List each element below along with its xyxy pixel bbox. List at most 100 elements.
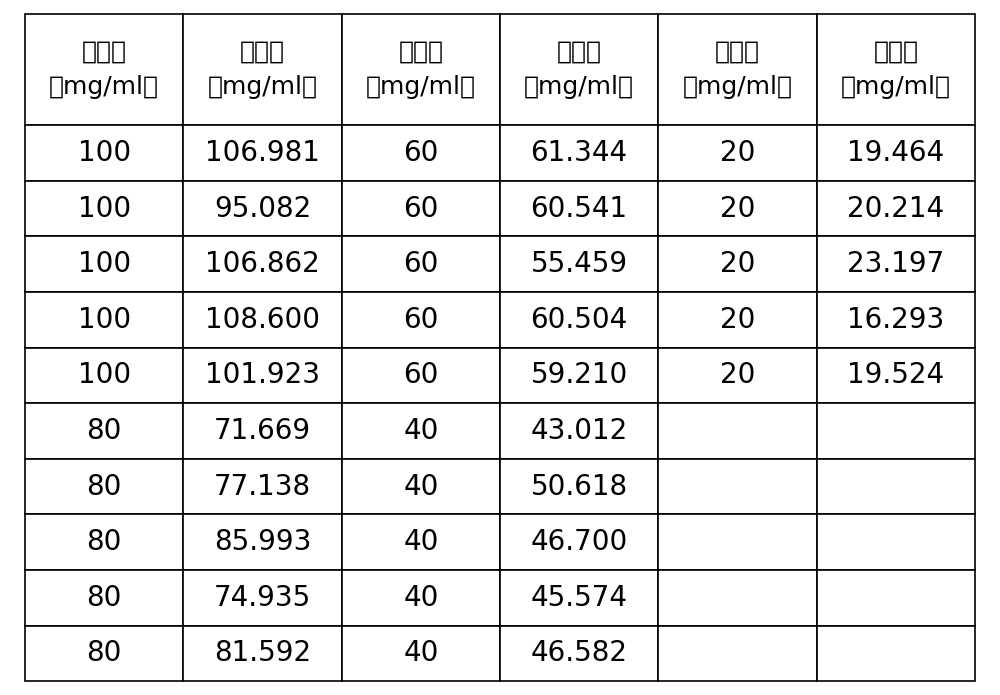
Bar (817, 459, 975, 514)
Bar (183, 14, 342, 125)
Bar (183, 570, 342, 626)
Text: 预测值
（mg/ml）: 预测值 （mg/ml） (524, 40, 634, 99)
Bar (658, 348, 817, 403)
Bar (183, 181, 342, 236)
Bar (500, 459, 658, 514)
Text: 20: 20 (720, 139, 755, 167)
Bar (500, 236, 658, 292)
Bar (342, 514, 500, 570)
Text: 40: 40 (403, 584, 439, 612)
Bar (342, 181, 500, 236)
Bar (500, 403, 658, 459)
Bar (342, 459, 500, 514)
Bar (817, 125, 975, 181)
Bar (342, 626, 500, 681)
Bar (342, 125, 500, 181)
Bar (658, 570, 817, 626)
Text: 40: 40 (403, 639, 439, 667)
Text: 95.082: 95.082 (214, 195, 311, 222)
Bar (658, 125, 817, 181)
Bar (342, 570, 500, 626)
Text: 46.582: 46.582 (531, 639, 628, 667)
Text: 74.935: 74.935 (214, 584, 311, 612)
Bar (658, 14, 817, 125)
Text: 55.459: 55.459 (531, 250, 628, 278)
Bar (25, 403, 183, 459)
Text: 真实值
（mg/ml）: 真实值 （mg/ml） (366, 40, 476, 99)
Text: 80: 80 (86, 528, 122, 556)
Text: 60: 60 (403, 139, 439, 167)
Text: 106.981: 106.981 (205, 139, 320, 167)
Text: 60.541: 60.541 (531, 195, 628, 222)
Bar (500, 125, 658, 181)
Bar (25, 181, 183, 236)
Text: 60: 60 (403, 250, 439, 278)
Bar (500, 626, 658, 681)
Bar (25, 236, 183, 292)
Text: 61.344: 61.344 (531, 139, 628, 167)
Bar (183, 125, 342, 181)
Text: 真实值
（mg/ml）: 真实值 （mg/ml） (49, 40, 159, 99)
Bar (183, 292, 342, 348)
Text: 预测值
（mg/ml）: 预测值 （mg/ml） (207, 40, 317, 99)
Bar (817, 181, 975, 236)
Bar (25, 348, 183, 403)
Bar (342, 14, 500, 125)
Text: 真实值
（mg/ml）: 真实值 （mg/ml） (682, 40, 792, 99)
Bar (342, 403, 500, 459)
Bar (183, 403, 342, 459)
Bar (817, 403, 975, 459)
Bar (183, 514, 342, 570)
Text: 100: 100 (78, 361, 131, 389)
Text: 108.600: 108.600 (205, 306, 320, 334)
Bar (658, 514, 817, 570)
Text: 100: 100 (78, 195, 131, 222)
Bar (500, 570, 658, 626)
Text: 预测值
（mg/ml）: 预测值 （mg/ml） (841, 40, 951, 99)
Bar (500, 181, 658, 236)
Text: 20: 20 (720, 195, 755, 222)
Text: 19.524: 19.524 (847, 361, 944, 389)
Text: 80: 80 (86, 473, 122, 500)
Text: 40: 40 (403, 528, 439, 556)
Bar (817, 626, 975, 681)
Bar (658, 626, 817, 681)
Bar (183, 348, 342, 403)
Bar (817, 14, 975, 125)
Bar (25, 514, 183, 570)
Text: 101.923: 101.923 (205, 361, 320, 389)
Bar (817, 236, 975, 292)
Bar (500, 14, 658, 125)
Text: 40: 40 (403, 417, 439, 445)
Text: 100: 100 (78, 139, 131, 167)
Bar (342, 236, 500, 292)
Text: 81.592: 81.592 (214, 639, 311, 667)
Bar (658, 181, 817, 236)
Text: 80: 80 (86, 417, 122, 445)
Text: 23.197: 23.197 (847, 250, 944, 278)
Text: 100: 100 (78, 250, 131, 278)
Bar (342, 348, 500, 403)
Bar (342, 292, 500, 348)
Text: 20: 20 (720, 361, 755, 389)
Text: 59.210: 59.210 (531, 361, 628, 389)
Text: 46.700: 46.700 (531, 528, 628, 556)
Bar (25, 125, 183, 181)
Text: 80: 80 (86, 584, 122, 612)
Text: 85.993: 85.993 (214, 528, 311, 556)
Text: 20: 20 (720, 306, 755, 334)
Bar (500, 292, 658, 348)
Text: 16.293: 16.293 (847, 306, 944, 334)
Bar (658, 403, 817, 459)
Text: 80: 80 (86, 639, 122, 667)
Bar (25, 570, 183, 626)
Bar (817, 292, 975, 348)
Bar (658, 236, 817, 292)
Text: 100: 100 (78, 306, 131, 334)
Bar (25, 14, 183, 125)
Text: 50.618: 50.618 (531, 473, 628, 500)
Text: 60: 60 (403, 361, 439, 389)
Text: 60: 60 (403, 306, 439, 334)
Text: 19.464: 19.464 (847, 139, 944, 167)
Bar (817, 514, 975, 570)
